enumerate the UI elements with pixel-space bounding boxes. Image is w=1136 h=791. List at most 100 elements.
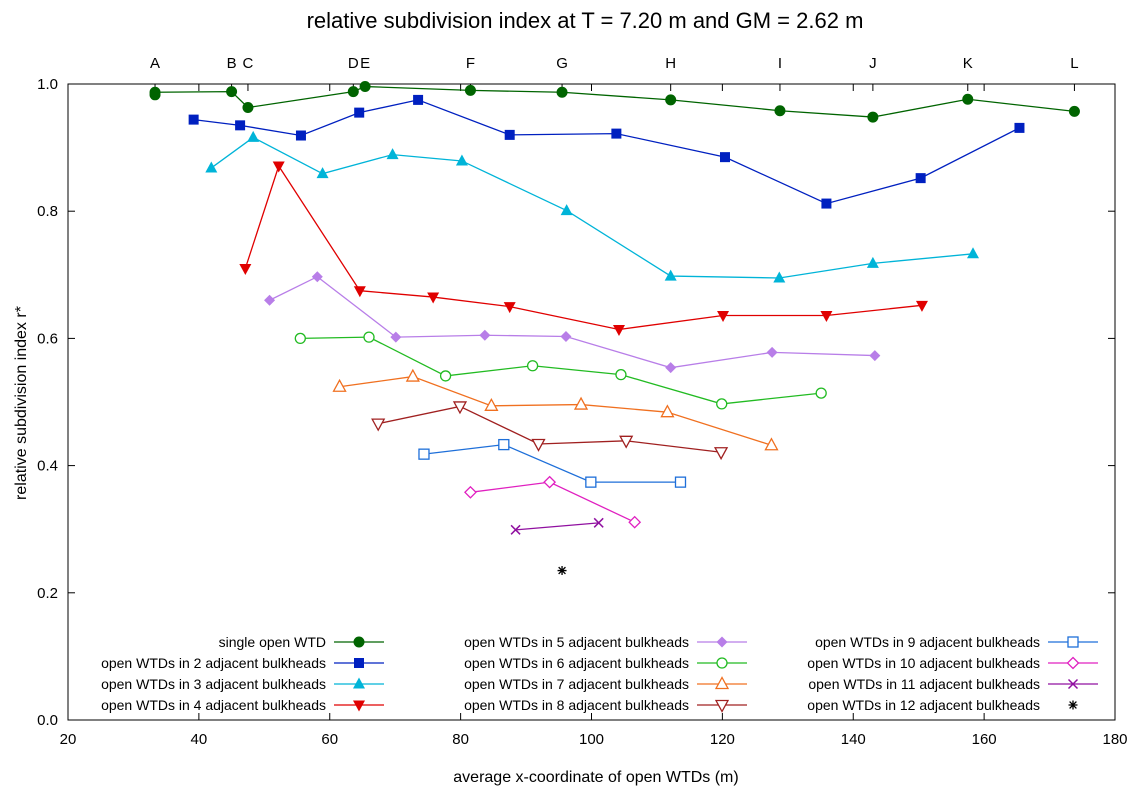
series-2-point: [719, 152, 730, 163]
series-7-point: [764, 437, 779, 451]
series-3: [205, 130, 980, 283]
series-4-point: [915, 300, 928, 312]
series-2-point: [235, 120, 246, 131]
series-2-point: [611, 128, 622, 139]
series-5-point: [560, 330, 572, 342]
x-tick-label: 180: [1102, 731, 1127, 748]
series-1-point: [1068, 105, 1080, 117]
x-tick-label: 160: [972, 731, 997, 748]
series-1-point: [556, 86, 568, 98]
series-4-point: [239, 263, 252, 275]
x-tick-label: 80: [452, 731, 469, 748]
series-3-point: [205, 161, 218, 173]
y-tick-label: 0.0: [37, 712, 58, 729]
legend-label-1: single open WTD: [219, 634, 326, 650]
series-12: [557, 566, 567, 576]
series-3-point: [247, 130, 260, 142]
legend-marker-12: [1068, 700, 1078, 710]
series-1-point: [347, 86, 359, 98]
series-4-point: [612, 324, 625, 336]
y-axis-label: relative subdivision index r*: [13, 306, 30, 500]
x-tick-label: 60: [321, 731, 338, 748]
series-11: [510, 517, 604, 535]
legend-marker-4: [353, 700, 365, 712]
series-2-point: [295, 130, 306, 141]
legend-label-5: open WTDs in 5 adjacent bulkheads: [464, 634, 689, 650]
legend-label-10: open WTDs in 10 adjacent bulkheads: [807, 655, 1040, 671]
series-4-point: [717, 311, 730, 323]
top-axis-label-i: I: [778, 55, 782, 72]
x-axis-label: average x-coordinate of open WTDs (m): [453, 769, 738, 786]
axes-layer: 20 40 60 80 100 120 140 160 180 0.0 0.2 0.4 0.6 0.8 1.…: [37, 55, 1127, 748]
legend-label-6: open WTDs in 6 adjacent bulkheads: [464, 655, 689, 671]
series-3-point: [455, 154, 468, 166]
series-1-point: [665, 94, 677, 106]
legend-marker-8: [714, 699, 730, 713]
legend-label-9: open WTDs in 9 adjacent bulkheads: [815, 634, 1040, 650]
series-5-point: [869, 350, 881, 362]
series-3-point: [560, 204, 573, 216]
top-axis-label-d: D: [348, 55, 359, 72]
series-9-point: [674, 476, 687, 488]
top-axis-label-g: G: [556, 55, 568, 72]
x-tick-label: 100: [579, 731, 604, 748]
series-6-point: [615, 369, 627, 381]
legend-marker-3: [353, 677, 365, 689]
legend-label-8: open WTDs in 8 adjacent bulkheads: [464, 697, 689, 713]
top-axis-label-a: A: [150, 55, 160, 72]
series-10-point: [464, 485, 477, 499]
series-7-point: [484, 397, 499, 411]
series-1-point: [867, 111, 879, 123]
x-tick-label: 120: [710, 731, 735, 748]
series-11-point: [593, 517, 604, 528]
legend-marker-5: [716, 636, 728, 648]
top-axis-label-f: F: [466, 55, 475, 72]
legend: single open WTD open WTDs in 2 adjacent b…: [101, 634, 1098, 713]
legend-label-7: open WTDs in 7 adjacent bulkheads: [464, 676, 689, 692]
series-9-point: [418, 448, 430, 460]
series-2: [188, 94, 1025, 209]
series-7-point: [660, 404, 675, 418]
series-1-point: [962, 93, 974, 105]
series-2-point: [413, 94, 424, 105]
top-axis-label-c: C: [243, 55, 254, 72]
series-1: [149, 81, 1080, 123]
legend-marker-1: [353, 636, 365, 648]
series-2-point: [1014, 122, 1025, 133]
series-7-point: [405, 368, 420, 382]
series-1-point: [464, 84, 476, 96]
series-8-point: [531, 438, 546, 452]
series-10: [464, 475, 642, 529]
series-4-point: [503, 302, 516, 314]
series-7: [332, 368, 779, 451]
series-2-line: [193, 99, 1020, 205]
legend-marker-7: [714, 676, 730, 690]
series-2-point: [188, 114, 199, 125]
series-6-point: [526, 360, 539, 372]
series-10-point: [543, 475, 557, 489]
legend-marker-2: [354, 658, 364, 668]
series-2-point: [821, 198, 832, 209]
series-4-point: [427, 292, 440, 304]
series-8-point: [452, 401, 468, 415]
series-3-line: [210, 136, 974, 279]
series-3-point: [386, 148, 399, 160]
series-1-point: [226, 86, 238, 98]
legend-marker-9: [1067, 636, 1079, 648]
series-5-point: [311, 271, 323, 283]
series-8-point: [371, 418, 386, 432]
series-9-point: [498, 438, 510, 451]
series-12-point: [557, 566, 567, 576]
legend-label-12: open WTDs in 12 adjacent bulkheads: [807, 697, 1040, 713]
series-3-point: [967, 247, 980, 259]
series-6-point: [363, 331, 375, 343]
series-6-point: [439, 370, 452, 382]
series-2-point: [354, 107, 365, 118]
y-tick-label: 1.0: [37, 76, 58, 93]
series-7-line: [339, 375, 772, 446]
series-11-line: [515, 522, 599, 531]
series-1-point: [774, 105, 786, 117]
series-1-point: [149, 86, 161, 98]
series-3-point: [773, 271, 786, 283]
